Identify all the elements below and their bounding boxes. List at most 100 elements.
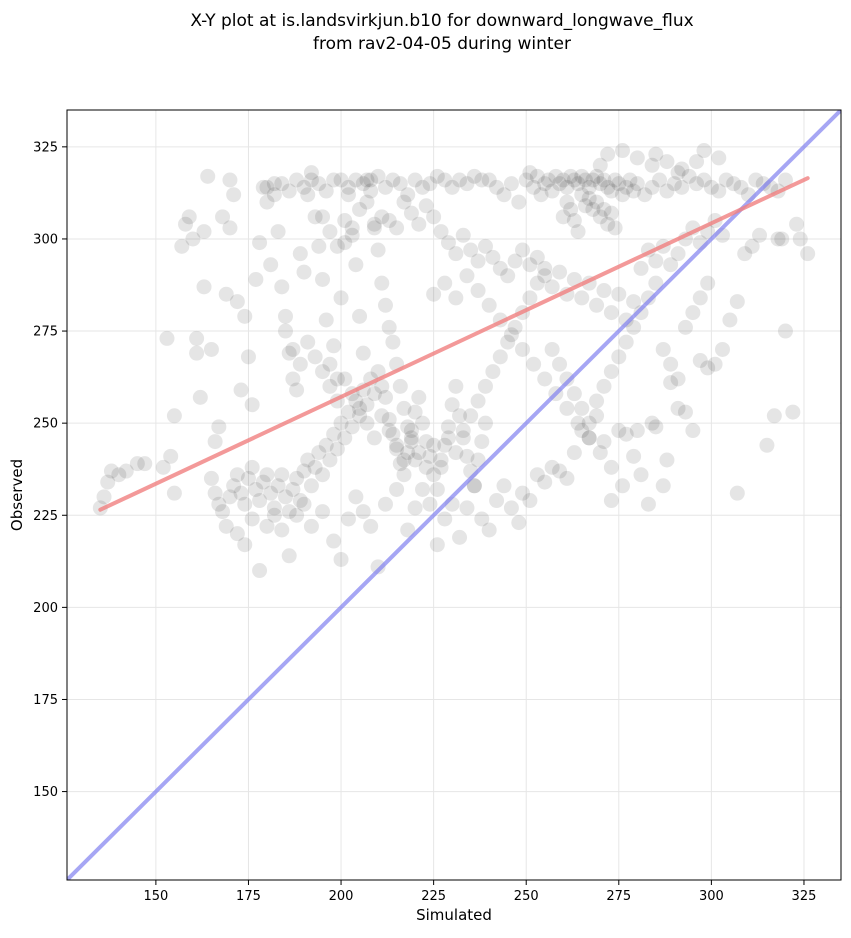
- scatter-point: [266, 187, 282, 203]
- scatter-point: [774, 231, 790, 247]
- scatter-point: [496, 187, 512, 203]
- scatter-point: [581, 190, 597, 206]
- plot-frame: [66, 109, 842, 881]
- scatter-point: [407, 500, 423, 516]
- scatter-point: [463, 408, 479, 424]
- scatter-point: [326, 338, 342, 354]
- scatter-point: [481, 522, 497, 538]
- scatter-point: [418, 198, 434, 214]
- scatter-point: [648, 253, 664, 269]
- x-tick-label: 250: [514, 889, 539, 904]
- scatter-point: [689, 176, 705, 192]
- scatter-point: [274, 176, 290, 192]
- scatter-point: [203, 470, 219, 486]
- scatter-point: [363, 518, 379, 534]
- scatter-point: [452, 172, 468, 188]
- scatter-point: [603, 459, 619, 475]
- scatter-point: [559, 470, 575, 486]
- scatter-point: [259, 518, 275, 534]
- scatter-point: [366, 220, 382, 236]
- scatter-point: [503, 176, 519, 192]
- scatter-point: [281, 183, 297, 199]
- scatter-point: [570, 176, 586, 192]
- scatter-point: [574, 290, 590, 306]
- scatter-point: [400, 522, 416, 538]
- scatter-point: [296, 496, 312, 512]
- scatter-point: [374, 275, 390, 291]
- scatter-point: [477, 238, 493, 254]
- scatter-point: [96, 489, 112, 505]
- scatter-point: [255, 474, 271, 490]
- y-tick-label: 275: [33, 325, 58, 340]
- scatter-point: [359, 194, 375, 210]
- scatter-point: [766, 408, 782, 424]
- scatter-point: [574, 168, 590, 184]
- scatter-point: [337, 235, 353, 251]
- scatter-point: [403, 205, 419, 221]
- y-tick-label: 250: [33, 417, 58, 432]
- chart-title-line-2: from rav2-04-05 during winter: [313, 34, 571, 54]
- scatter-point: [178, 216, 194, 232]
- scatter-point: [259, 467, 275, 483]
- scatter-point: [603, 305, 619, 321]
- scatter-point: [355, 504, 371, 520]
- scatter-point: [463, 242, 479, 258]
- scatter-point: [237, 308, 253, 324]
- scatter-point: [477, 378, 493, 394]
- scatter-point: [311, 238, 327, 254]
- scatter-point: [437, 172, 453, 188]
- scatter-point: [155, 459, 171, 475]
- scatter-point: [285, 341, 301, 357]
- scatter-point: [711, 150, 727, 166]
- scatter-point: [326, 172, 342, 188]
- scatter-point: [655, 478, 671, 494]
- scatter-point: [277, 308, 293, 324]
- scatter-point: [196, 279, 212, 295]
- scatter-point: [440, 430, 456, 446]
- data-points: [92, 143, 816, 579]
- scatter-point: [326, 533, 342, 549]
- scatter-point: [648, 146, 664, 162]
- scatter-point: [348, 257, 364, 273]
- scatter-point: [396, 467, 412, 483]
- scatter-point: [333, 290, 349, 306]
- scatter-point: [511, 194, 527, 210]
- scatter-point: [574, 423, 590, 439]
- scatter-point: [640, 290, 656, 306]
- scatter-point: [237, 537, 253, 553]
- scatter-point: [229, 294, 245, 310]
- scatter-point: [385, 334, 401, 350]
- scatter-point: [544, 459, 560, 475]
- scatter-point: [237, 496, 253, 512]
- scatter-point: [615, 143, 631, 159]
- scatter-point: [326, 426, 342, 442]
- scatter-point: [433, 452, 449, 468]
- scatter-point: [196, 224, 212, 240]
- scatter-point: [548, 168, 564, 184]
- scatter-point: [655, 341, 671, 357]
- scatter-point: [759, 437, 775, 453]
- scatter-point: [544, 183, 560, 199]
- scatter-point: [522, 290, 538, 306]
- scatter-point: [277, 323, 293, 339]
- scatter-point: [529, 168, 545, 184]
- scatter-point: [396, 452, 412, 468]
- scatter-point: [537, 268, 553, 284]
- scatter-point: [415, 481, 431, 497]
- scatter-point: [455, 430, 471, 446]
- scatter-point: [703, 179, 719, 195]
- scatter-point: [652, 172, 668, 188]
- scatter-point: [470, 393, 486, 409]
- scatter-point: [263, 257, 279, 273]
- grid-lines: [67, 110, 841, 880]
- scatter-point: [592, 445, 608, 461]
- scatter-point: [692, 290, 708, 306]
- scatter-point: [611, 349, 627, 365]
- scatter-point: [363, 183, 379, 199]
- scatter-point: [596, 434, 612, 450]
- scatter-point: [418, 434, 434, 450]
- scatter-point: [396, 194, 412, 210]
- scatter-point: [426, 209, 442, 225]
- scatter-point: [515, 341, 531, 357]
- scatter-point: [207, 485, 223, 501]
